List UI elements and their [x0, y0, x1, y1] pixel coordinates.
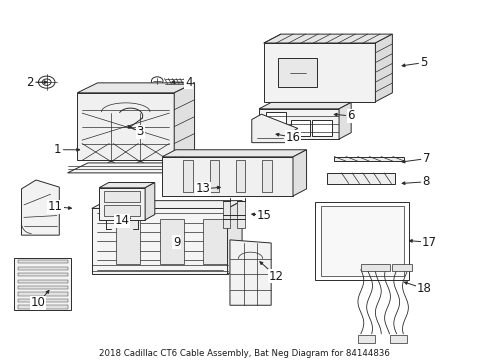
Bar: [391, 264, 411, 271]
Polygon shape: [162, 150, 306, 157]
Bar: [103, 205, 140, 216]
Circle shape: [107, 162, 114, 166]
Bar: [18, 273, 67, 276]
Circle shape: [151, 77, 163, 85]
Polygon shape: [67, 163, 197, 173]
Text: 10: 10: [31, 296, 46, 309]
Polygon shape: [174, 83, 194, 161]
Polygon shape: [292, 150, 306, 196]
Polygon shape: [259, 103, 350, 109]
Circle shape: [190, 234, 211, 249]
Text: 2018 Cadillac CT6 Cable Assembly, Bat Neg Diagram for 84144836: 2018 Cadillac CT6 Cable Assembly, Bat Ne…: [99, 349, 389, 358]
Circle shape: [252, 171, 267, 182]
Bar: [159, 219, 183, 264]
Bar: [18, 292, 67, 296]
Bar: [290, 120, 309, 135]
Bar: [14, 258, 71, 310]
Circle shape: [137, 162, 143, 166]
Text: 6: 6: [346, 109, 354, 122]
Polygon shape: [251, 114, 297, 143]
Polygon shape: [21, 180, 59, 235]
Bar: [360, 264, 389, 271]
Bar: [222, 201, 230, 228]
Text: 9: 9: [173, 236, 180, 249]
Bar: [116, 219, 140, 264]
Bar: [103, 191, 140, 202]
Text: 4: 4: [184, 76, 192, 89]
Text: 7: 7: [422, 152, 429, 165]
Text: 1: 1: [54, 143, 61, 156]
Text: 17: 17: [420, 236, 435, 249]
Text: 8: 8: [422, 175, 429, 188]
Bar: [18, 286, 67, 289]
Text: 11: 11: [48, 200, 63, 213]
Bar: [237, 201, 244, 228]
Circle shape: [42, 79, 51, 85]
Polygon shape: [77, 93, 174, 161]
Polygon shape: [145, 183, 155, 220]
Text: 12: 12: [268, 270, 283, 283]
Polygon shape: [375, 34, 391, 102]
Bar: [266, 112, 285, 135]
Polygon shape: [259, 109, 338, 139]
Circle shape: [330, 176, 337, 181]
Bar: [183, 161, 193, 193]
Polygon shape: [333, 157, 404, 161]
Polygon shape: [227, 201, 242, 274]
Text: 5: 5: [419, 56, 427, 69]
Bar: [278, 58, 317, 87]
Bar: [18, 280, 67, 283]
Bar: [326, 173, 394, 184]
Polygon shape: [92, 201, 242, 208]
Text: 2: 2: [26, 76, 34, 89]
Bar: [18, 267, 67, 270]
Bar: [209, 161, 219, 193]
Text: 16: 16: [285, 131, 300, 144]
Polygon shape: [77, 83, 194, 93]
Text: 18: 18: [416, 282, 430, 295]
Polygon shape: [264, 34, 391, 43]
Bar: [314, 202, 408, 280]
Circle shape: [107, 234, 129, 249]
Circle shape: [181, 171, 195, 182]
Text: 14: 14: [115, 215, 129, 228]
Polygon shape: [162, 157, 292, 196]
Text: 13: 13: [196, 183, 210, 195]
Polygon shape: [229, 240, 271, 305]
Bar: [320, 206, 403, 276]
Bar: [203, 219, 227, 264]
Polygon shape: [92, 208, 227, 274]
Bar: [18, 299, 67, 302]
Circle shape: [39, 76, 55, 88]
Bar: [358, 336, 375, 343]
Bar: [18, 260, 67, 264]
Bar: [18, 305, 67, 309]
Bar: [235, 161, 245, 193]
Polygon shape: [99, 188, 145, 220]
Bar: [389, 336, 406, 343]
Bar: [312, 120, 331, 135]
Polygon shape: [99, 183, 155, 188]
Polygon shape: [338, 103, 350, 139]
Polygon shape: [264, 43, 375, 102]
Text: 15: 15: [256, 209, 271, 222]
Bar: [262, 161, 271, 193]
Text: 3: 3: [136, 126, 143, 139]
